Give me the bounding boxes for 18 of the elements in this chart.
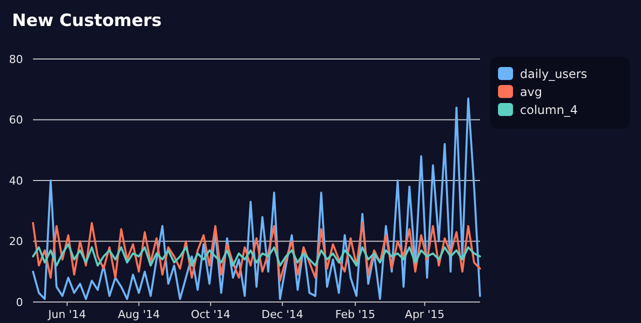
y-tick-label: 20 (9, 235, 23, 248)
x-tick-label: Apr '15 (404, 308, 444, 321)
legend-label: column_4 (520, 103, 578, 117)
line-series (32, 243, 481, 267)
x-tick-label: Oct '14 (190, 308, 230, 321)
y-tick-label: 80 (9, 52, 23, 66)
x-tick-label: Jun '14 (47, 308, 86, 321)
line-series (32, 97, 481, 300)
line-series (32, 222, 481, 282)
x-tick-label: Feb '15 (335, 308, 376, 321)
x-tick-label: Aug '14 (118, 308, 160, 321)
chart-title: New Customers (12, 11, 162, 31)
y-tick-label: 60 (9, 114, 23, 127)
y-tick-label: 40 (9, 174, 23, 188)
x-tick-label: Dec '14 (261, 308, 304, 321)
y-tick-label: 0 (16, 296, 23, 309)
legend-label: daily_users (520, 67, 588, 81)
legend-label: avg (520, 85, 542, 99)
